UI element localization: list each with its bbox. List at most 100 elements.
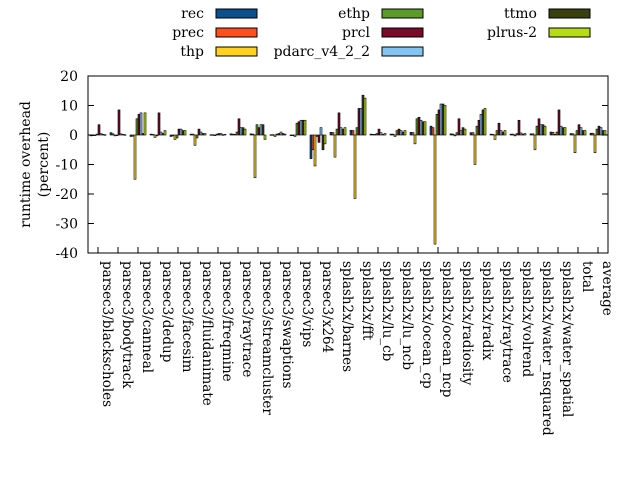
x-category-label: splash2x/radiosity bbox=[459, 261, 475, 386]
legend-label: prec bbox=[172, 25, 204, 41]
bar-prec-splash2x/barnes bbox=[331, 132, 335, 136]
legend-label: plrus-2 bbox=[487, 25, 537, 41]
y-axis-title-line: runtime overhead bbox=[18, 101, 34, 228]
bar-ttmo-parsec3/bodytrack bbox=[121, 134, 125, 136]
bar-prcl-splash2x/volrend bbox=[517, 119, 521, 136]
bar-thp-parsec3/fluidanimate bbox=[193, 134, 197, 146]
bar-pdarc_v4_2_2-parsec3/blackscholes bbox=[99, 133, 103, 136]
x-category-label: parsec3/vips bbox=[299, 261, 315, 347]
x-category-label: total bbox=[579, 261, 595, 292]
bar-pdarc_v4_2_2-splash2x/lu_cb bbox=[379, 132, 383, 136]
bar-thp-parsec3/swaptions bbox=[273, 134, 277, 137]
x-category-label: parsec3/streamcluster bbox=[259, 261, 275, 415]
x-category-label: splash2x/raytrace bbox=[499, 261, 515, 383]
bar-plrus-2-parsec3/dedup bbox=[163, 130, 167, 136]
legend-label: thp bbox=[180, 44, 204, 60]
x-category-label: splash2x/ocean_cp bbox=[419, 261, 435, 389]
bars-layer bbox=[89, 94, 607, 245]
x-category-label: splash2x/fft bbox=[359, 261, 375, 341]
x-category-label: parsec3/freqmine bbox=[219, 261, 235, 382]
bar-ethp-parsec3/canneal bbox=[135, 118, 139, 136]
bar-prec-parsec3/bodytrack bbox=[111, 133, 115, 136]
bar-thp-parsec3/streamcluster bbox=[253, 134, 257, 179]
bar-ttmo-parsec3/canneal bbox=[141, 133, 145, 136]
y-tick-label: -40 bbox=[55, 246, 78, 262]
bar-pdarc_v4_2_2-parsec3/bodytrack bbox=[119, 133, 123, 136]
bar-prcl-parsec3/blackscholes bbox=[97, 124, 101, 136]
legend-swatch bbox=[381, 27, 424, 38]
bar-rec-parsec3/raytrace bbox=[229, 133, 233, 136]
bar-prcl-splash2x/barnes bbox=[337, 112, 341, 136]
bar-plrus-2-parsec3/bodytrack bbox=[123, 134, 127, 136]
bar-thp-splash2x/lu_ncb bbox=[393, 134, 397, 137]
bar-prec-splash2x/radiosity bbox=[451, 133, 455, 136]
bar-ttmo-parsec3/streamcluster bbox=[261, 124, 265, 136]
bar-thp-parsec3/freqmine bbox=[213, 134, 217, 136]
bar-prec-average bbox=[591, 132, 595, 136]
bar-ttmo-parsec3/dedup bbox=[161, 133, 165, 136]
y-ticks: 20 10 0 -10 -20 -30 -40 bbox=[55, 69, 608, 262]
bar-thp-splash2x/water_nsquared bbox=[533, 134, 537, 151]
bar-plrus-2-splash2x/water_spatial bbox=[563, 127, 567, 136]
x-category-label: splash2x/radix bbox=[479, 261, 495, 361]
plot-frame bbox=[87, 75, 609, 254]
bar-prcl-parsec3/freqmine bbox=[217, 133, 221, 136]
bar-prec-total bbox=[571, 133, 575, 136]
bar-prec-splash2x/radix bbox=[471, 132, 475, 136]
bar-thp-splash2x/ocean_ncp bbox=[433, 134, 437, 245]
bar-plrus-2-splash2x/radix bbox=[483, 108, 487, 136]
bar-prec-parsec3/canneal bbox=[131, 134, 135, 137]
bar-plrus-2-splash2x/radiosity bbox=[463, 128, 467, 136]
bar-rec-parsec3/freqmine bbox=[209, 134, 213, 136]
bar-pdarc_v4_2_2-parsec3/x264 bbox=[319, 127, 323, 136]
bar-prcl-parsec3/fluidanimate bbox=[197, 128, 201, 136]
x-category-label: splash2x/ocean_ncp bbox=[439, 261, 455, 397]
bar-plrus-2-splash2x/ocean_cp bbox=[423, 121, 427, 136]
x-category-label: parsec3/dedup bbox=[159, 261, 175, 362]
legend-swatch bbox=[381, 46, 424, 57]
x-category-label: parsec3/x264 bbox=[319, 261, 335, 353]
bar-prcl-parsec3/bodytrack bbox=[117, 109, 121, 136]
bar-thp-average bbox=[593, 134, 597, 154]
bar-plrus-2-splash2x/water_nsquared bbox=[543, 125, 547, 136]
bar-prcl-parsec3/x264 bbox=[317, 134, 321, 143]
bar-prec-splash2x/fft bbox=[351, 130, 355, 136]
bar-thp-parsec3/x264 bbox=[313, 134, 317, 167]
legend: rec prec thp ethp prcl pdarc_v4_2_2 ttmo plrus-… bbox=[172, 6, 591, 60]
bar-plrus-2-splash2x/raytrace bbox=[503, 130, 507, 136]
x-category-label: parsec3/canneal bbox=[139, 261, 155, 373]
x-category-label: parsec3/fluidanimate bbox=[199, 261, 215, 406]
bar-rec-parsec3/facesim bbox=[169, 134, 173, 137]
bar-prcl-splash2x/radiosity bbox=[457, 118, 461, 136]
bar-plrus-2-parsec3/raytrace bbox=[243, 128, 247, 136]
bar-ttmo-parsec3/freqmine bbox=[221, 134, 225, 136]
bar-thp-splash2x/radiosity bbox=[453, 134, 457, 137]
bar-thp-total bbox=[573, 134, 577, 154]
legend-swatch bbox=[215, 8, 258, 19]
legend-label: ttmo bbox=[504, 6, 537, 22]
bar-ttmo-parsec3/blackscholes bbox=[101, 134, 105, 136]
bar-rec-parsec3/bodytrack bbox=[109, 132, 113, 136]
bar-plrus-2-parsec3/streamcluster bbox=[263, 134, 267, 140]
x-category-label: parsec3/facesim bbox=[179, 261, 195, 373]
bar-ethp-parsec3/blackscholes bbox=[95, 133, 99, 136]
bar-prec-parsec3/raytrace bbox=[231, 133, 235, 136]
bar-pdarc_v4_2_2-parsec3/freqmine bbox=[219, 133, 223, 136]
y-tick-label: 10 bbox=[60, 99, 78, 115]
bar-plrus-2-splash2x/barnes bbox=[343, 127, 347, 136]
bar-prcl-splash2x/raytrace bbox=[497, 122, 501, 136]
bar-rec-parsec3/fluidanimate bbox=[189, 133, 193, 136]
legend-swatch bbox=[215, 27, 258, 38]
bar-rec-parsec3/dedup bbox=[149, 133, 153, 136]
bar-pdarc_v4_2_2-parsec3/dedup bbox=[159, 131, 163, 136]
bar-plrus-2-splash2x/fft bbox=[363, 97, 367, 136]
bar-rec-parsec3/streamcluster bbox=[249, 133, 253, 136]
x-category-label: parsec3/blackscholes bbox=[99, 261, 115, 407]
bar-prcl-parsec3/raytrace bbox=[237, 118, 241, 136]
bar-thp-parsec3/raytrace bbox=[233, 134, 237, 136]
bar-thp-parsec3/bodytrack bbox=[113, 134, 117, 137]
bar-thp-splash2x/radix bbox=[473, 134, 477, 165]
bar-prec-parsec3/freqmine bbox=[211, 134, 215, 136]
